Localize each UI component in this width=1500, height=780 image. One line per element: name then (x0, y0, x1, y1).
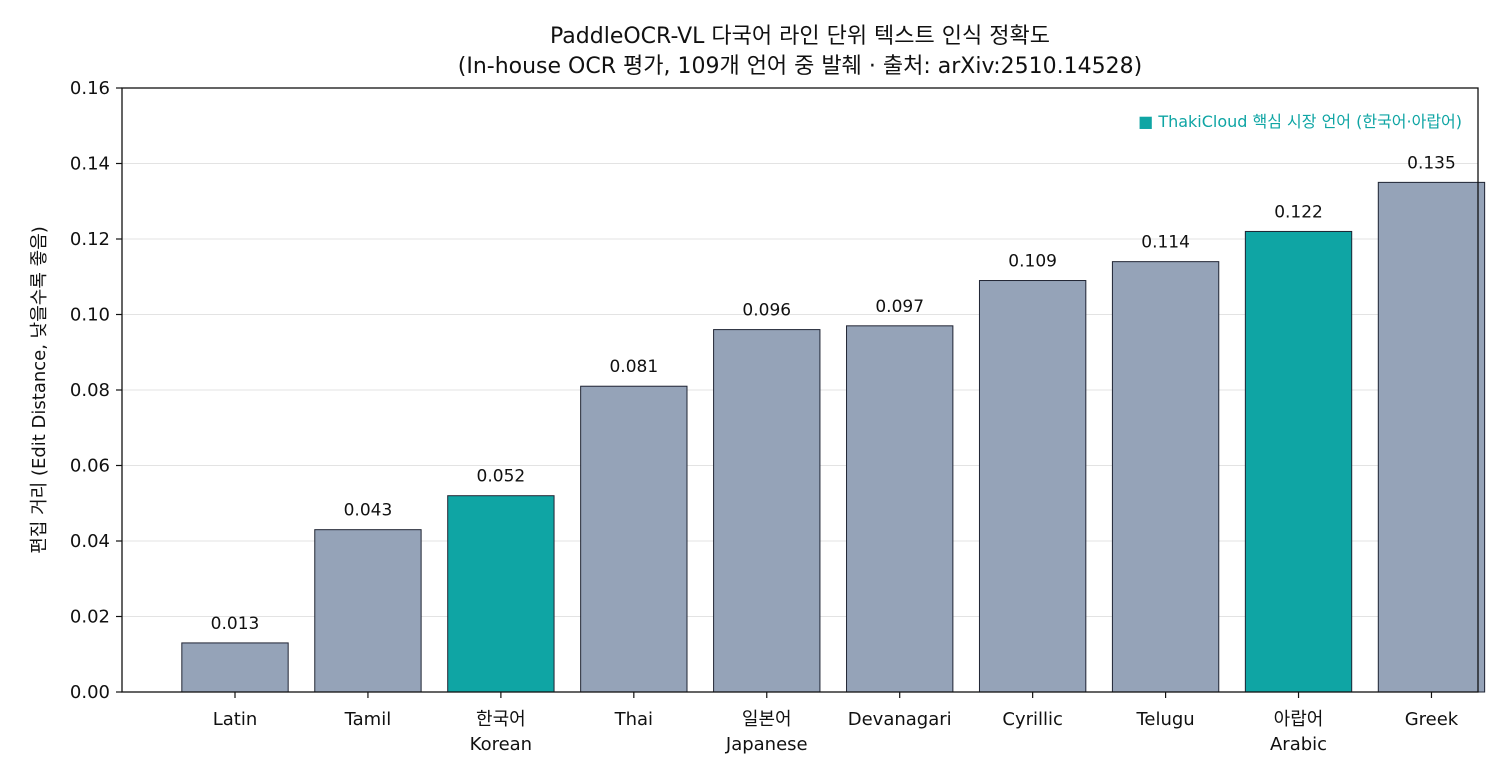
bar-value-label: 0.052 (477, 467, 526, 487)
bar (1377, 181, 1486, 693)
x-tick-label: Telugu (1135, 709, 1194, 730)
x-tick-label: Latin (213, 709, 258, 730)
y-axis-label: 편집 거리 (Edit Distance, 낮을수록 좋음) (29, 226, 50, 554)
y-tick-label: 0.16 (70, 78, 110, 99)
x-tick-label: 아랍어 (1274, 709, 1324, 730)
bar (1111, 261, 1220, 693)
bars (181, 181, 1486, 693)
bar-value-label: 0.109 (1008, 252, 1057, 272)
bar (314, 529, 422, 693)
chart-subtitle: (In-house OCR 평가, 109개 언어 중 발췌 · 출처: arX… (458, 54, 1142, 79)
bar-value-label: 0.097 (875, 297, 924, 317)
x-axis: Latin Tamil 한국어 Korean Thai 일본어 Japanese Devana… (213, 692, 1459, 755)
bar-value-label: 0.013 (211, 614, 260, 634)
y-tick-label: 0.02 (70, 607, 110, 628)
x-tick-label: Korean (470, 734, 532, 755)
y-tick-label: 0.14 (70, 154, 110, 175)
legend: ■ ThakiCloud 핵심 시장 언어 (한국어·아랍어) (1138, 112, 1462, 131)
y-tick-label: 0.12 (70, 229, 110, 250)
bar-value-label: 0.122 (1274, 202, 1323, 222)
bar (580, 385, 688, 693)
bar-value-label: 0.043 (344, 501, 393, 521)
x-tick-label: 한국어 (476, 709, 526, 730)
bar-value-label: 0.114 (1141, 233, 1190, 253)
chart-title: PaddleOCR-VL 다국어 라인 단위 텍스트 인식 정확도 (550, 24, 1050, 49)
x-tick-label: Greek (1405, 709, 1459, 730)
bar-value-label: 0.135 (1407, 153, 1456, 173)
bar (713, 329, 821, 693)
bar (978, 280, 1087, 693)
y-tick-label: 0.10 (70, 305, 110, 326)
x-tick-label: Thai (614, 709, 653, 730)
x-tick-label: Arabic (1270, 734, 1327, 755)
y-axis: 0.00 0.02 0.04 0.06 0.08 0.10 0.12 0.14 0.16 (70, 78, 122, 703)
x-tick-label: Devanagari (848, 709, 952, 730)
bar (181, 642, 289, 693)
bar (1244, 230, 1353, 693)
value-labels: 0.013 0.043 0.052 0.081 0.096 0.097 0.109 0.114… (211, 153, 1456, 634)
y-tick-label: 0.08 (70, 380, 110, 401)
x-tick-label: 일본어 (742, 709, 792, 730)
y-tick-label: 0.00 (70, 682, 110, 703)
bar (846, 325, 954, 693)
bar (447, 495, 555, 693)
x-tick-label: Japanese (725, 734, 808, 755)
y-tick-label: 0.06 (70, 456, 110, 477)
bar-value-label: 0.096 (742, 301, 791, 321)
x-tick-label: Tamil (344, 709, 392, 730)
x-tick-label: Cyrillic (1002, 709, 1063, 730)
y-tick-label: 0.04 (70, 531, 110, 552)
bar-value-label: 0.081 (609, 357, 658, 377)
